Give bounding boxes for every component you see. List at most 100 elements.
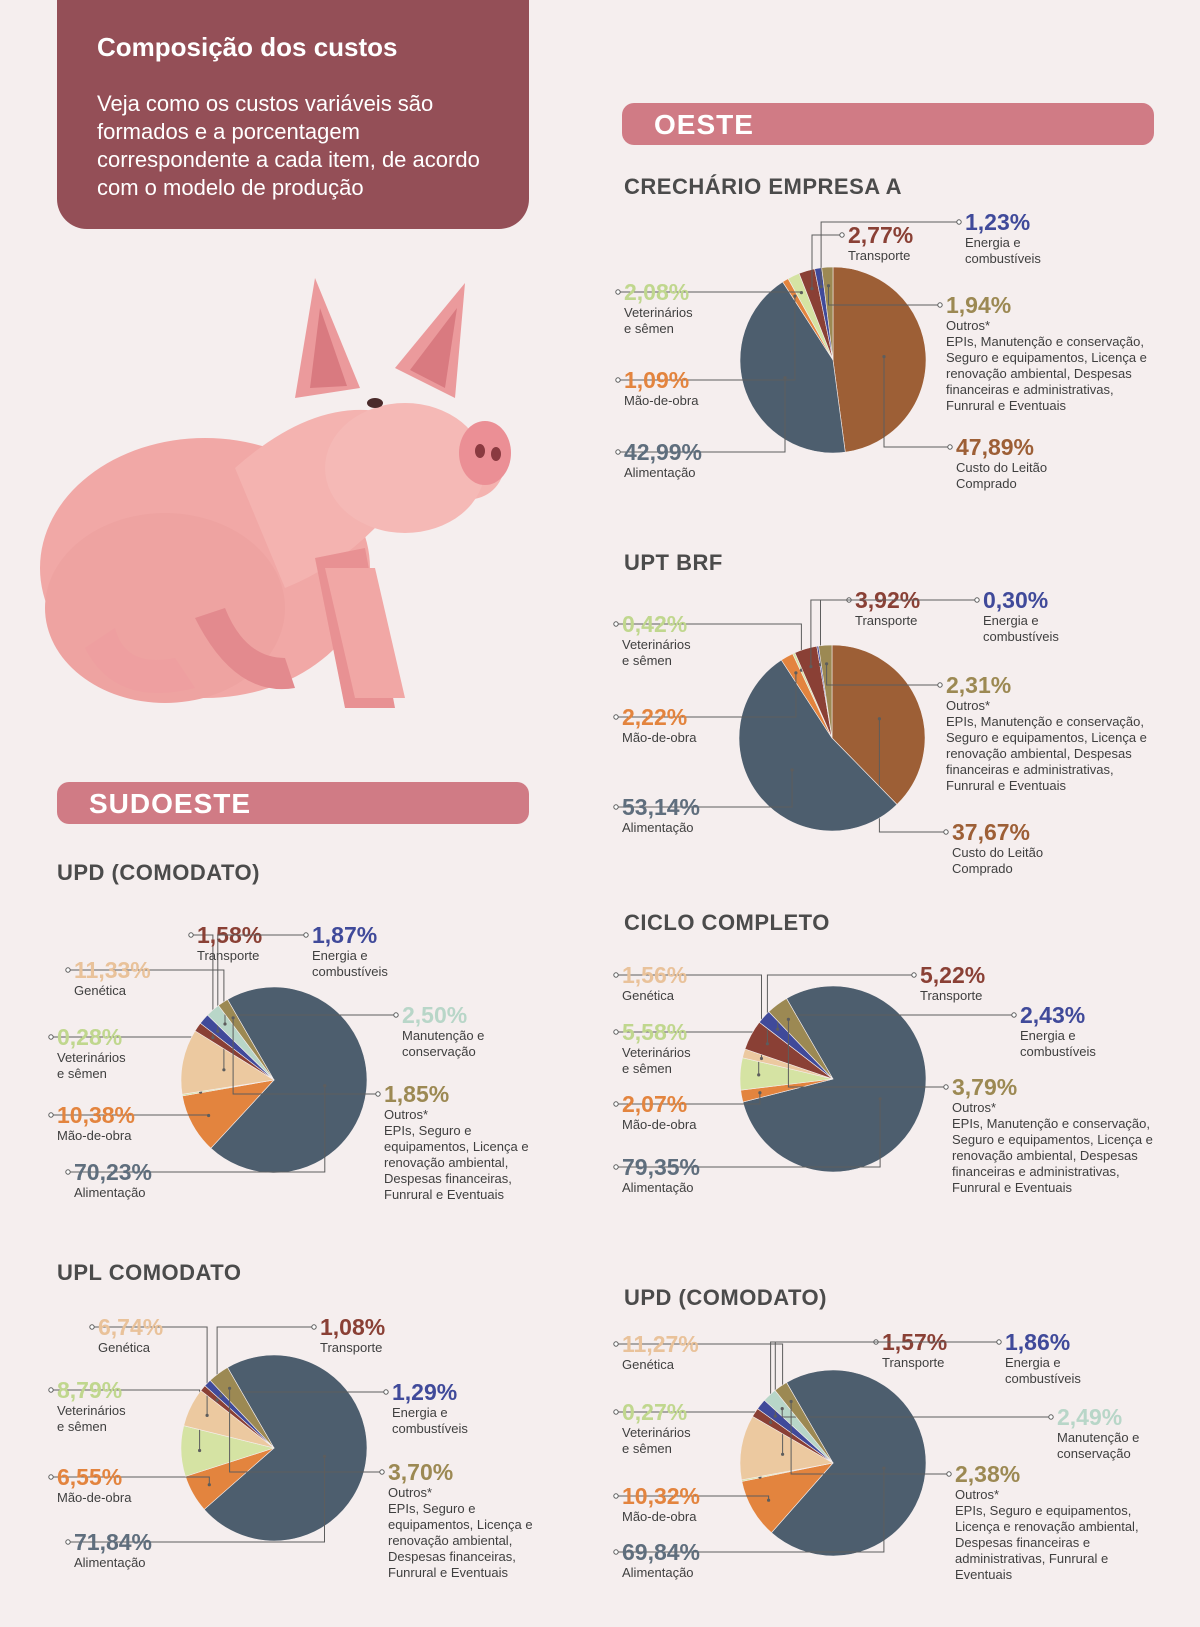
data-label: 1,94% (946, 292, 1011, 318)
leader-dot (943, 1084, 949, 1090)
pie-slice-outros (209, 1367, 275, 1449)
leader-dot (613, 714, 619, 720)
leader-dot (322, 1454, 327, 1458)
category-label: Alimentação (622, 1565, 694, 1580)
leader-line (781, 1408, 1051, 1418)
data-label: 3,70% (388, 1459, 453, 1485)
leader-dot (613, 1493, 619, 1499)
leader-dot (776, 1027, 780, 1031)
leader-dot (780, 1407, 784, 1411)
category-label: Alimentação (622, 1180, 694, 1195)
data-label: 2,07% (622, 1091, 687, 1117)
pie-slice-outros (821, 266, 834, 361)
category-label: Genética (74, 983, 127, 998)
leader-dot (810, 287, 814, 291)
chart-title: UPD (COMODATO) (57, 860, 260, 885)
leader-line (229, 1388, 382, 1473)
pie-slice-outros (818, 644, 833, 739)
category-note: e sêmen (622, 1441, 672, 1456)
pie-slice-custo-do-leitao-comprado (832, 266, 927, 453)
leader-line (828, 285, 940, 306)
region-label: SUDOESTE (89, 788, 252, 819)
category-label: Transporte (320, 1340, 382, 1355)
category-note: Seguro e equipamentos, Licença e (952, 1132, 1153, 1147)
region-header-sudoeste: SUDOESTE (57, 782, 529, 824)
leader-dot (383, 1389, 389, 1395)
data-label: 10,32% (622, 1483, 700, 1509)
category-label: Mão-de-obra (57, 1490, 132, 1505)
data-label: 1,86% (1005, 1329, 1070, 1355)
leader-dot (211, 1036, 215, 1040)
leader-dot (89, 1324, 95, 1330)
category-label: Transporte (197, 948, 259, 963)
leader-dot (613, 1549, 619, 1555)
pie-chart-upd-comodato-oeste: 69,84%Alimentação 10,32%Mão-de-obra 0,27%V… (613, 1329, 1139, 1582)
category-label: Veterinários (624, 305, 693, 320)
leader-dot (799, 291, 804, 295)
leader-dot (393, 1012, 399, 1018)
leader-dot (615, 449, 621, 455)
leader-line (51, 1389, 201, 1451)
leader-line (616, 1092, 761, 1105)
category-note: financeiras e administrativas, (946, 762, 1114, 777)
data-label: 53,14% (622, 794, 700, 820)
category-label: Manutenção e (402, 1028, 484, 1043)
leader-dot (48, 1112, 54, 1118)
data-label: 5,22% (920, 962, 985, 988)
pie-slice-outros (774, 1382, 834, 1464)
category-note: EPIs, Seguro e (388, 1501, 475, 1516)
category-note: combustíveis (983, 629, 1059, 644)
leader-line (616, 1098, 881, 1168)
category-note: financeiras e administrativas, (952, 1164, 1120, 1179)
category-label: Energia e (983, 613, 1039, 628)
category-label: Mão-de-obra (622, 1117, 697, 1132)
leader-line (878, 718, 946, 833)
leader-dot (937, 682, 943, 688)
category-note: Funrural e Eventuais (946, 778, 1066, 793)
category-note: equipamentos, Licença e (388, 1517, 533, 1532)
category-note: renovação ambiental, (388, 1533, 512, 1548)
leader-dot (48, 1387, 54, 1393)
category-note: Licença e renovação ambiental, (955, 1519, 1139, 1534)
leader-dot (1048, 1414, 1054, 1420)
leader-dot (809, 665, 813, 669)
data-label: 5,58% (622, 1019, 687, 1045)
data-label: 1,29% (392, 1379, 457, 1405)
leader-dot (946, 1471, 952, 1477)
category-note: Comprado (952, 861, 1013, 876)
leader-line (618, 377, 786, 453)
category-note: e sêmen (624, 321, 674, 336)
leader-dot (613, 1164, 619, 1170)
leader-line (232, 1017, 378, 1095)
pie-slice-outros (768, 998, 834, 1080)
category-label: Outros* (946, 318, 990, 333)
data-label: 0,42% (622, 611, 687, 637)
leader-line (820, 221, 959, 287)
category-label: Custo do Leitão (952, 845, 1043, 860)
leader-line (883, 356, 950, 448)
category-label: Genética (622, 1357, 675, 1372)
category-label: Energia e (1020, 1028, 1076, 1043)
leader-line (826, 663, 940, 686)
data-label: 71,84% (74, 1529, 152, 1555)
leader-dot (956, 219, 962, 225)
category-note: financeiras e administrativas, (946, 382, 1114, 397)
leader-dot (48, 1034, 54, 1040)
data-label: 3,79% (952, 1074, 1017, 1100)
leader-dot (613, 804, 619, 810)
category-label: Energia e (392, 1405, 448, 1420)
category-note: combustíveis (965, 251, 1041, 266)
leader-dot (65, 1539, 71, 1545)
leader-line (811, 234, 842, 289)
data-label: 2,31% (946, 672, 1011, 698)
data-label: 0,30% (983, 587, 1048, 613)
category-note: e sêmen (57, 1419, 107, 1434)
leader-dot (228, 1386, 232, 1390)
category-note: EPIs, Manutenção e conservação, (952, 1116, 1150, 1131)
category-note: renovação ambiental, Despesas (946, 366, 1132, 381)
category-note: EPIs, Seguro e (384, 1123, 471, 1138)
category-note: combustíveis (1005, 1371, 1081, 1386)
leader-dot (188, 932, 194, 938)
